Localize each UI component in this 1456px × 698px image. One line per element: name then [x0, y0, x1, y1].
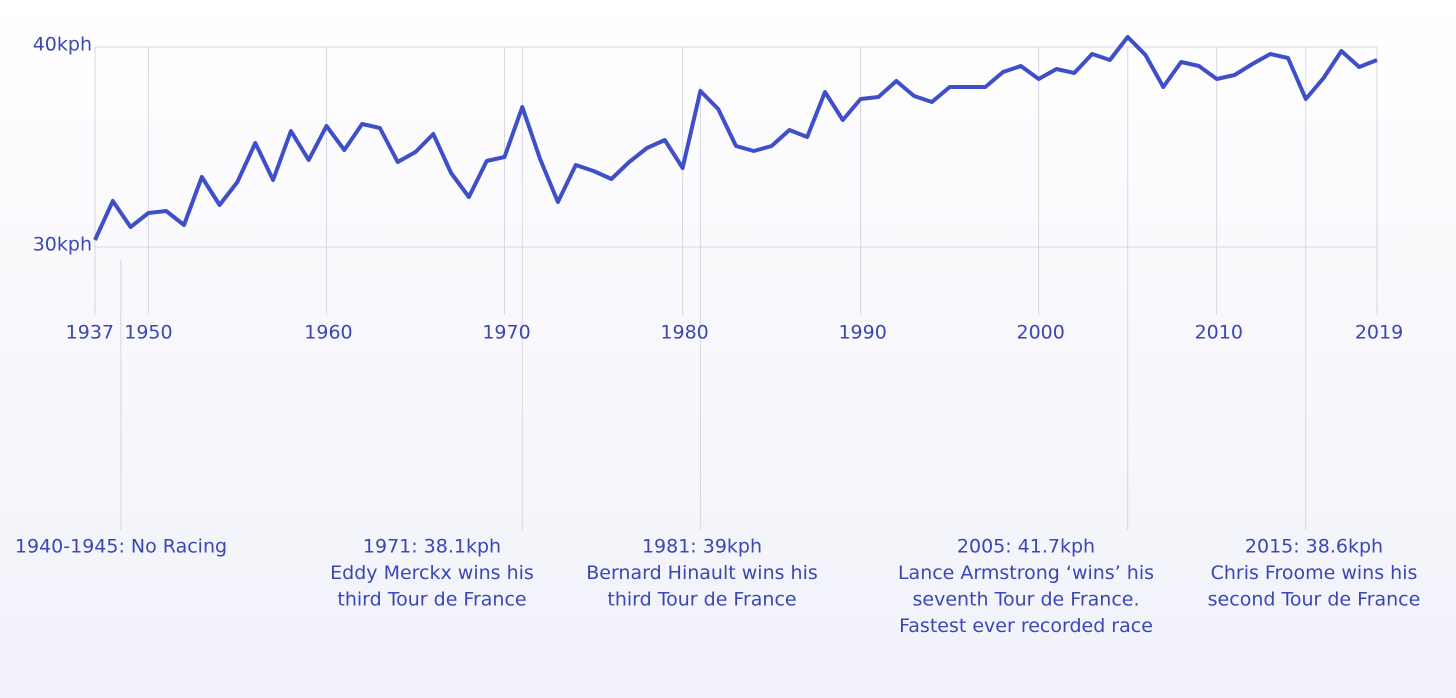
- x-tick-label: 2010: [1195, 322, 1243, 344]
- annotation-text: 1940-1945: No Racing: [15, 536, 227, 558]
- annotation-text: Eddy Merckx wins his: [330, 562, 534, 584]
- annotation-text: third Tour de France: [337, 589, 526, 611]
- x-tick-label: 2000: [1017, 322, 1065, 344]
- annotation-text: third Tour de France: [607, 589, 796, 611]
- annotation-text: 2005: 41.7kph: [957, 536, 1095, 558]
- annotation-text: Chris Froome wins his: [1211, 562, 1418, 584]
- y-tick-label: 40kph: [33, 34, 92, 56]
- data-line: [93, 35, 1378, 241]
- annotation-text: Bernard Hinault wins his: [586, 562, 818, 584]
- annotation-text: 2015: 38.6kph: [1245, 536, 1383, 558]
- annotation-text: 1971: 38.1kph: [363, 536, 501, 558]
- annotation-text: second Tour de France: [1208, 589, 1421, 611]
- x-tick-label: 1970: [482, 322, 530, 344]
- annotation-text: Fastest ever recorded race: [899, 615, 1153, 637]
- x-tick-label: 1980: [660, 322, 708, 344]
- x-tick-label: 1950: [124, 322, 172, 344]
- annotation-text: Lance Armstrong ‘wins’ his: [898, 562, 1154, 584]
- x-tick-label: 1990: [838, 322, 886, 344]
- x-tick-label: 1937: [66, 322, 114, 344]
- annotation-text: seventh Tour de France.: [913, 589, 1140, 611]
- y-tick-label: 30kph: [33, 234, 92, 256]
- x-tick-label: 1960: [304, 322, 352, 344]
- x-tick-label: 2019: [1355, 322, 1403, 344]
- annotation-text: 1981: 39kph: [642, 536, 762, 558]
